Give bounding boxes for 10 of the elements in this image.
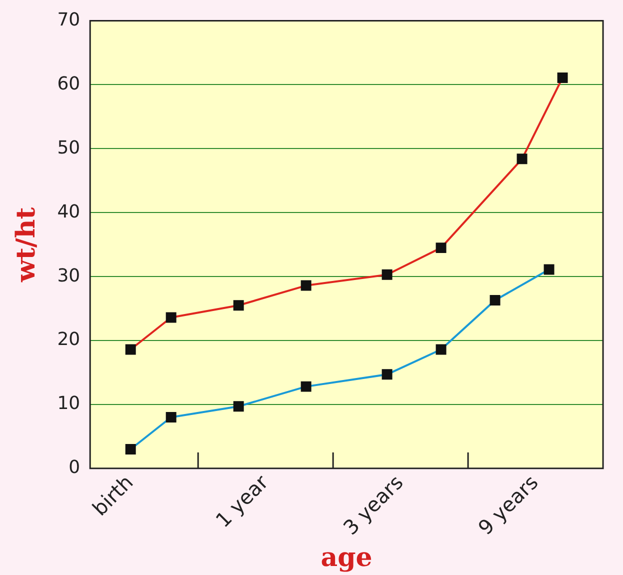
- y-axis-title: wt/ht: [11, 207, 42, 284]
- y-tick-label: 50: [57, 137, 80, 158]
- y-tick-label: 10: [57, 393, 80, 414]
- x-axis-title: age: [320, 543, 372, 574]
- y-tick-label: 40: [57, 201, 80, 222]
- y-tick-label: 0: [68, 457, 80, 478]
- y-tick-label: 60: [57, 73, 80, 94]
- y-tick-label: 30: [57, 265, 80, 286]
- y-tick-label: 20: [57, 329, 80, 350]
- y-tick-label: 70: [57, 9, 80, 30]
